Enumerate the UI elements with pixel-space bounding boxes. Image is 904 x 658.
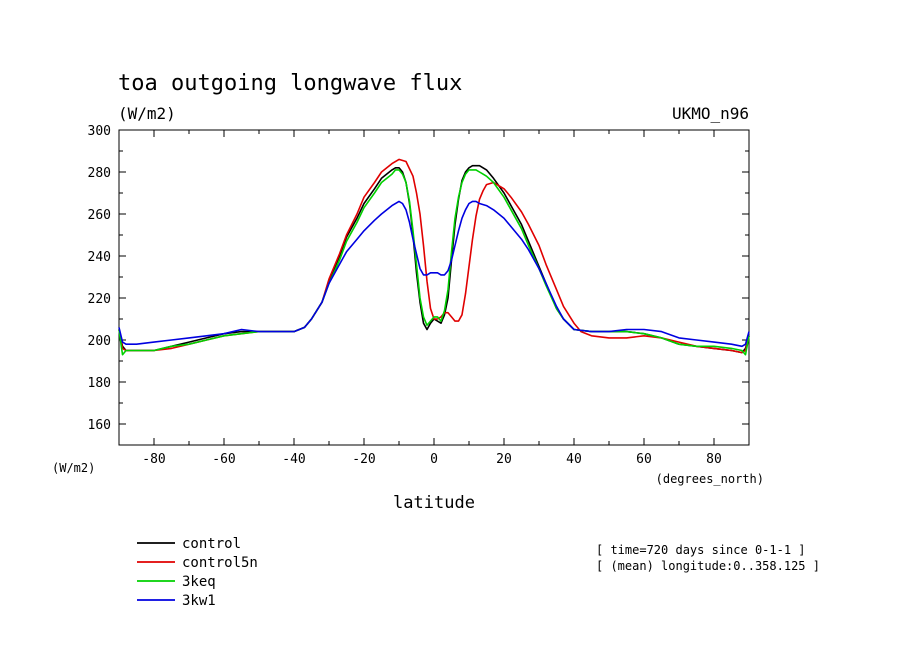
x-tick-label: 20	[496, 452, 512, 467]
x-tick-label: -20	[352, 452, 375, 467]
y-tick-label: 200	[88, 334, 111, 349]
series-line-3keq	[118, 169, 750, 356]
x-axis-label: latitude	[393, 493, 475, 513]
chart-units: (W/m2)	[118, 104, 176, 123]
legend-label-3keq: 3keq	[182, 574, 216, 590]
x-tick-label: 40	[566, 452, 582, 467]
x-tick-label: -60	[212, 452, 235, 467]
longitude-note: [ (mean) longitude:0..358.125 ]	[596, 559, 820, 573]
time-note: [ time=720 days since 0-1-1 ]	[596, 543, 806, 557]
y-tick-labels: 160 180 200 220 240 260 280 300	[88, 124, 111, 433]
x-tick-label: 0	[430, 452, 438, 467]
y-tick-label: 220	[88, 292, 111, 307]
y-axis-units: (W/m2)	[52, 461, 95, 475]
x-tick-label: -40	[282, 452, 305, 467]
x-tick-label: -80	[142, 452, 165, 467]
axis-ticks	[118, 129, 750, 446]
x-tick-labels: -80 -60 -40 -20 0 20 40 60 80	[142, 452, 722, 467]
series-line-control5n	[118, 158, 750, 354]
x-tick-label: 80	[706, 452, 722, 467]
series-line-control	[118, 164, 750, 354]
plot-frame	[118, 129, 750, 446]
x-tick-label: 60	[636, 452, 652, 467]
y-tick-label: 300	[88, 124, 111, 139]
y-tick-label: 160	[88, 418, 111, 433]
chart-title: toa outgoing longwave flux	[118, 71, 462, 96]
y-tick-label: 260	[88, 208, 111, 223]
y-tick-label: 280	[88, 166, 111, 181]
model-label: UKMO_n96	[672, 104, 749, 123]
y-tick-label: 180	[88, 376, 111, 391]
x-axis-units: (degrees_north)	[656, 472, 764, 486]
legend: control control5n 3keq 3kw1	[137, 536, 258, 609]
series-lines	[118, 158, 750, 356]
series-line-3kw1	[118, 200, 750, 348]
legend-label-3kw1: 3kw1	[182, 593, 216, 609]
y-tick-label: 240	[88, 250, 111, 265]
legend-label-control5n: control5n	[182, 555, 258, 571]
legend-label-control: control	[182, 536, 241, 552]
